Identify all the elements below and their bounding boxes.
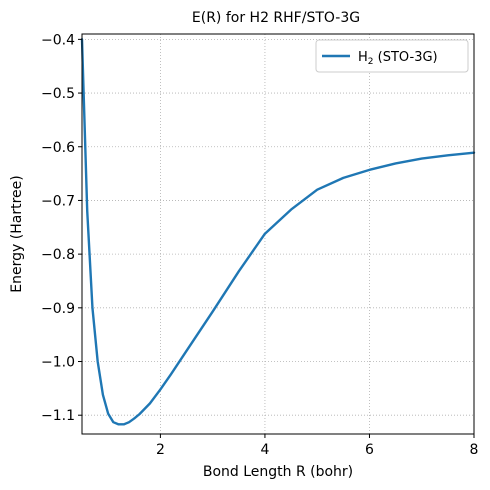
chart-title: E(R) for H2 RHF/STO-3G (192, 10, 360, 26)
y-tick-label: −1.0 (41, 355, 75, 371)
y-tick-label: −0.4 (41, 32, 75, 48)
x-tick-label: 8 (470, 442, 479, 458)
legend-label-subscript: 2 (368, 57, 374, 67)
legend-box (315, 39, 469, 73)
series-line-h2-sto-3g (80, 38, 476, 426)
legend: H2 (STO-3G) (315, 39, 469, 73)
x-axis-title: Bond Length R (bohr) (203, 464, 353, 480)
y-tick-label: −0.7 (41, 193, 75, 209)
x-tick-label: 6 (365, 442, 374, 458)
axis-ticks: 2 4 6 8 −0.4 −0.5 −0.6 −0.7 −0.8 −0.9 −1.0 −1.1 (41, 32, 478, 458)
plot-data (80, 38, 476, 426)
x-tick-label: 2 (156, 442, 165, 458)
y-axis-title: Energy (Hartree) (9, 175, 25, 292)
y-tick-label: −0.8 (41, 247, 75, 263)
legend-label-rest: (STO-3G) (374, 50, 438, 65)
plot-frame (81, 33, 475, 435)
legend-label: H2 (STO-3G) (358, 50, 438, 67)
x-tick-label: 4 (260, 442, 269, 458)
legend-label-main: H (358, 50, 368, 65)
y-tick-label: −1.1 (41, 408, 75, 424)
y-tick-label: −0.9 (41, 301, 75, 317)
y-tick-label: −0.5 (41, 86, 75, 102)
y-tick-label: −0.6 (41, 140, 75, 156)
